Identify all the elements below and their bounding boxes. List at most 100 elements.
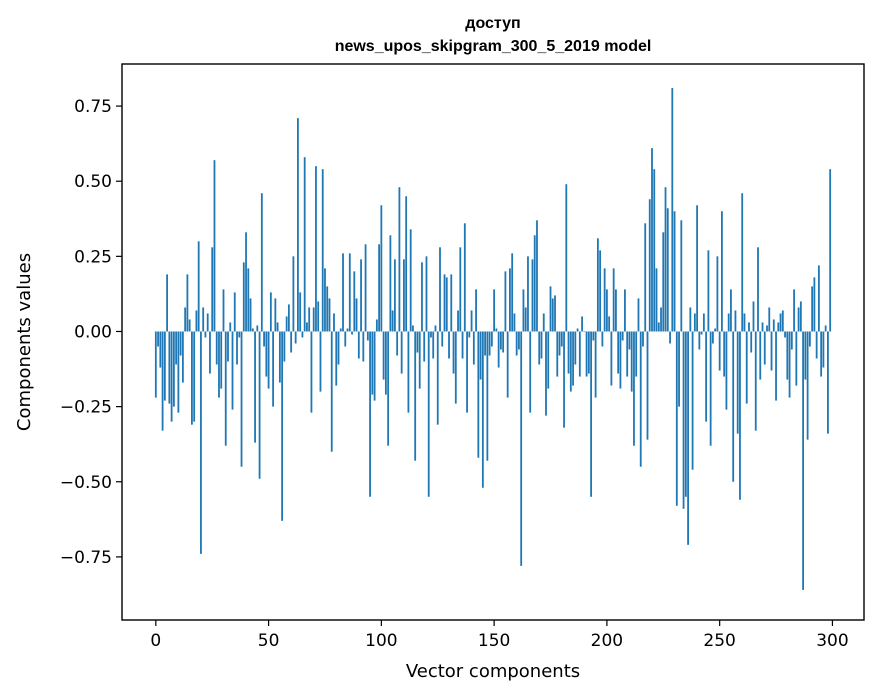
bar <box>542 313 545 332</box>
bar <box>197 241 200 332</box>
bar <box>335 331 338 386</box>
bar <box>213 160 216 332</box>
bar <box>763 331 766 365</box>
bar <box>294 331 297 344</box>
y-tick-label: −0.25 <box>60 398 112 418</box>
bar <box>748 322 750 332</box>
bar <box>163 331 166 401</box>
bar <box>486 331 489 461</box>
bar <box>403 259 405 332</box>
bar <box>743 313 746 332</box>
bar <box>272 331 274 407</box>
x-tick-label: 50 <box>258 631 280 651</box>
bar <box>186 274 189 332</box>
bar <box>231 331 234 410</box>
bar <box>585 331 588 377</box>
bar <box>531 259 534 332</box>
bar <box>716 256 719 332</box>
chart-subtitle: news_upos_skipgram_300_5_2019 model <box>335 38 652 55</box>
bar <box>450 274 453 332</box>
bar <box>493 289 496 332</box>
bar <box>612 268 615 332</box>
bar <box>772 319 775 332</box>
bar <box>757 247 759 332</box>
bar <box>227 331 229 362</box>
bar <box>581 316 583 332</box>
bar <box>727 313 730 332</box>
bar <box>637 298 640 332</box>
bar <box>610 331 613 386</box>
bar <box>768 307 771 332</box>
bar <box>698 331 701 350</box>
bar <box>443 274 446 332</box>
bar <box>172 331 175 407</box>
bar <box>563 331 565 428</box>
bar <box>375 319 378 332</box>
bar <box>351 331 353 335</box>
bar <box>430 331 432 338</box>
bar <box>269 292 272 332</box>
bar <box>170 331 173 422</box>
bar <box>633 331 635 446</box>
bar <box>608 316 611 332</box>
bar <box>251 328 254 332</box>
bar <box>310 331 313 413</box>
bar <box>709 331 712 446</box>
bar <box>378 244 380 332</box>
bar <box>817 265 820 332</box>
x-tick-label: 200 <box>591 631 623 651</box>
bar <box>766 325 768 332</box>
bar <box>245 232 247 332</box>
bar <box>220 331 223 389</box>
bar <box>409 229 412 332</box>
bar <box>274 298 277 332</box>
bar <box>725 331 728 410</box>
bar <box>238 331 241 338</box>
bar <box>339 328 342 332</box>
bar <box>407 331 410 413</box>
bar <box>684 331 687 497</box>
bar <box>707 250 710 332</box>
bar <box>416 331 419 353</box>
bar <box>175 331 178 365</box>
bar <box>448 331 450 359</box>
bar <box>369 331 371 497</box>
bar <box>466 331 468 413</box>
bar <box>572 331 574 386</box>
bar <box>193 331 196 422</box>
bar <box>524 307 527 332</box>
bar <box>587 331 590 374</box>
bar <box>366 331 369 341</box>
bar <box>813 277 816 332</box>
y-tick-label: 0.75 <box>74 97 112 117</box>
bar <box>696 205 698 332</box>
y-axis: −0.75 −0.50 −0.25 0.00 0.25 0.50 0.75 <box>60 97 122 568</box>
bar <box>439 247 441 332</box>
bar <box>405 196 408 332</box>
bar <box>278 331 281 383</box>
bar <box>306 322 308 332</box>
bar <box>211 247 214 332</box>
bar <box>396 331 399 356</box>
bar <box>159 331 162 368</box>
bar <box>263 331 265 347</box>
bar <box>312 307 315 332</box>
x-tick-label: 250 <box>703 631 735 651</box>
bar <box>315 166 317 332</box>
bar <box>463 223 466 332</box>
bar <box>344 331 347 347</box>
bar <box>675 331 678 506</box>
bar <box>621 331 624 341</box>
bar <box>398 187 401 332</box>
bar <box>615 289 617 332</box>
bar <box>317 301 320 332</box>
bar <box>179 331 182 356</box>
bar <box>382 331 385 380</box>
bar <box>536 220 538 332</box>
bar <box>644 223 647 332</box>
bar <box>436 331 439 425</box>
plot-frame <box>121 63 865 621</box>
bar <box>799 301 802 332</box>
bar <box>497 331 500 368</box>
